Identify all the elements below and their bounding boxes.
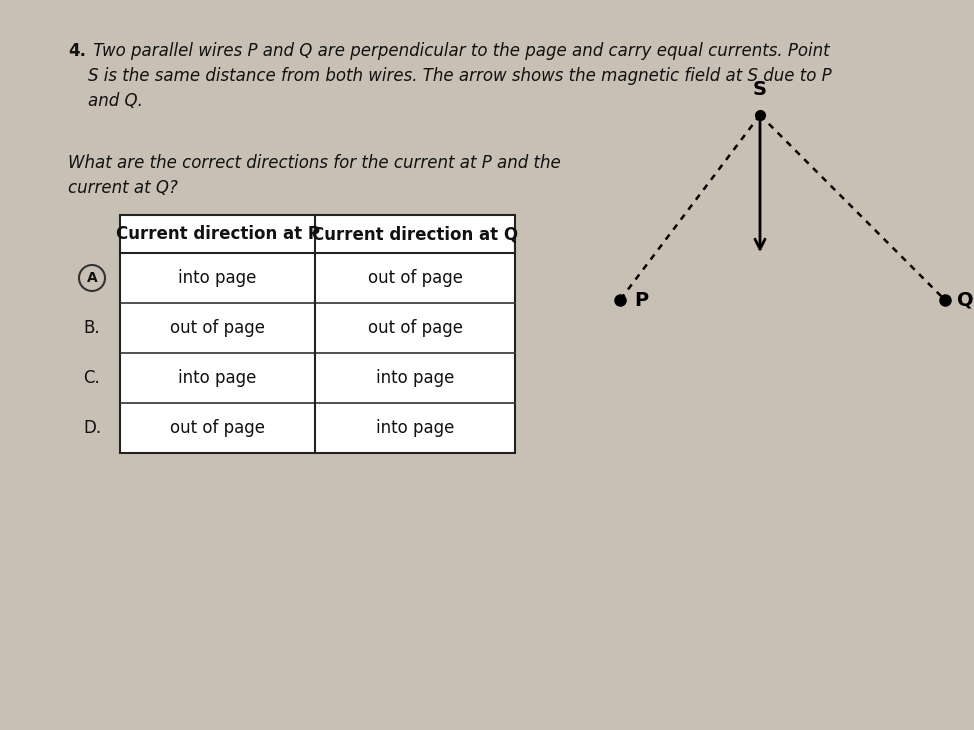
Text: out of page: out of page [367, 319, 463, 337]
Text: A: A [87, 271, 97, 285]
Text: out of page: out of page [367, 269, 463, 287]
Text: P: P [634, 291, 648, 310]
Text: S: S [753, 80, 767, 99]
Text: D.: D. [83, 419, 101, 437]
Text: Two parallel wires P and Q are perpendicular to the page and carry equal current: Two parallel wires P and Q are perpendic… [88, 42, 832, 110]
Circle shape [79, 265, 105, 291]
Text: Q: Q [957, 291, 974, 310]
Text: into page: into page [376, 419, 454, 437]
Bar [120, 215, 515, 453]
Text: What are the correct directions for the current at P and the
current at Q?: What are the correct directions for the … [68, 154, 561, 197]
Text: B.: B. [84, 319, 100, 337]
Text: C.: C. [84, 369, 100, 387]
Text: out of page: out of page [170, 419, 265, 437]
Text: into page: into page [178, 369, 257, 387]
Text: out of page: out of page [170, 319, 265, 337]
Text: into page: into page [376, 369, 454, 387]
Text: Current direction at P: Current direction at P [116, 225, 319, 243]
Text: Current direction at Q: Current direction at Q [312, 225, 518, 243]
Text: 4.: 4. [68, 42, 86, 60]
Text: into page: into page [178, 269, 257, 287]
